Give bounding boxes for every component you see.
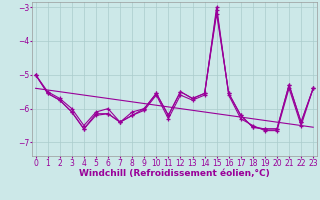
- X-axis label: Windchill (Refroidissement éolien,°C): Windchill (Refroidissement éolien,°C): [79, 169, 270, 178]
